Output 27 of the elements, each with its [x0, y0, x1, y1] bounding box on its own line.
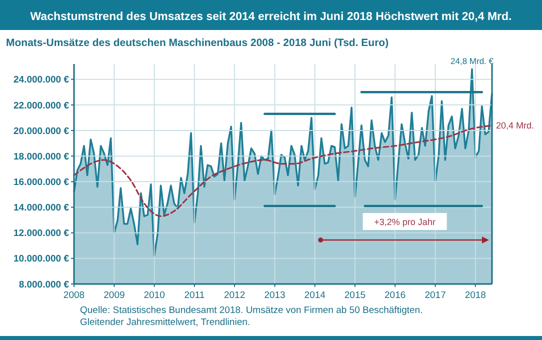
y-tick-label: 22.000.000 € [14, 100, 70, 112]
x-tick-label: 2018 [464, 290, 486, 301]
line-series [73, 124, 493, 218]
x-tick-label: 2009 [104, 290, 125, 301]
y-tick-label: 10.000.000 € [14, 254, 70, 265]
x-tick-label: 2014 [304, 290, 326, 301]
x-tick-label: 2015 [344, 290, 366, 301]
annotation: 20,4 Mrd. [496, 120, 534, 131]
x-tick-label: 2008 [63, 290, 85, 301]
y-tick-label: 24.000.000 € [14, 74, 70, 86]
chart-subtitle: Monats-Umsätze des deutschen Maschinenbaus 2008 - 2018 Juni (Tsd. Euro) [6, 37, 389, 49]
x-tick-label: 2012 [224, 290, 246, 301]
annotation: +3,2% pro Jahr [374, 217, 436, 227]
chart-title: Wachstumstrend des Umsatzes seit 2014 erreicht im Juni 2018 Höchstwert mit 20,4 Mrd. [30, 11, 512, 23]
y-tick-label: 12.000.000 € [14, 228, 70, 240]
x-tick-label: 2010 [144, 290, 165, 301]
x-tick-label: 2011 [184, 290, 205, 301]
y-tick-label: 20.000.000 € [14, 126, 70, 137]
y-tick-label: 18.000.000 € [14, 151, 70, 162]
y-tick-label: 14.000.000 € [14, 202, 70, 214]
x-tick-label: 2016 [384, 290, 406, 301]
annotation: 24,8 Mrd. € [450, 56, 494, 66]
x-tick-label: 2017 [424, 290, 446, 301]
y-tick-label: 8.000.000 € [18, 279, 70, 290]
x-tick-label: 2013 [264, 290, 286, 301]
source-note: Quelle: Statistisches Bundesamt 2018. Umsätze von Firmen ab 50 Beschäftigten. Gleitender Jahresmittelwert, Trendlinien. [80, 305, 423, 328]
y-tick-label: 16.000.000 € [14, 177, 70, 188]
